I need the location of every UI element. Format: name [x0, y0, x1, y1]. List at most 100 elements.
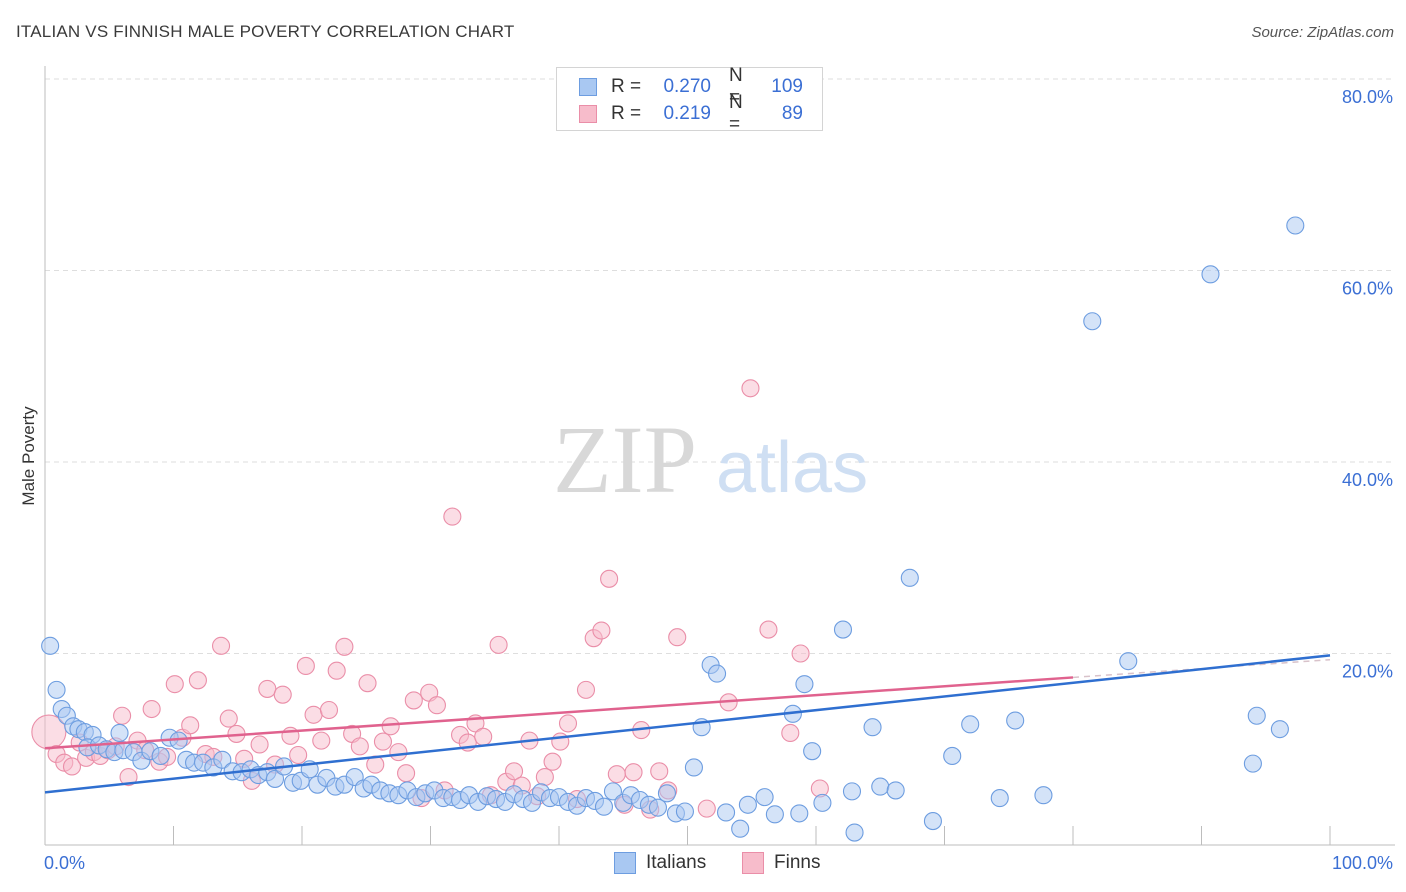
italians-points	[41, 216, 1305, 842]
italians-point	[842, 782, 862, 801]
italians-r-value: 0.270	[663, 76, 711, 97]
italians-point	[657, 784, 676, 803]
finns-point	[219, 709, 238, 728]
italians-point	[900, 568, 919, 587]
italians-point	[603, 782, 623, 801]
finns-point	[741, 379, 760, 398]
italians-point	[755, 788, 774, 807]
italians-n-value: 109	[771, 76, 803, 97]
bottom-legend-finns: Finns	[742, 852, 820, 874]
finns-point	[592, 621, 611, 640]
finns-point	[289, 745, 308, 765]
finns-point	[558, 714, 578, 733]
finns-point	[373, 732, 393, 751]
trend-lines	[44, 654, 1331, 794]
italians-point	[943, 746, 962, 766]
italians-point	[648, 798, 667, 817]
finns-point	[350, 737, 369, 756]
finns-point	[668, 628, 687, 647]
italians-point	[1243, 754, 1262, 773]
finns-point	[62, 757, 82, 776]
italians-point	[594, 797, 614, 816]
italians-point	[265, 769, 285, 788]
finns-point	[296, 656, 315, 675]
italians-point	[716, 803, 736, 822]
legend-row-finns: R = 0.219 N = 89	[579, 92, 803, 135]
finns-point	[327, 661, 346, 680]
finns-point	[335, 637, 354, 656]
finns-point	[258, 679, 277, 698]
x-tick-label: 100.0%	[1332, 853, 1393, 873]
italians-legend-label: Italians	[646, 852, 707, 873]
n-label: N =	[729, 92, 743, 135]
finns-point	[759, 620, 778, 639]
finns-point	[165, 675, 184, 694]
finns-point	[397, 764, 416, 783]
chart-title: ITALIAN VS FINNISH MALE POVERTY CORRELAT…	[16, 22, 515, 41]
finns-r-value: 0.219	[663, 103, 711, 124]
finns-trend-line	[44, 676, 1074, 750]
finns-point	[650, 762, 669, 781]
italians-point	[765, 805, 784, 824]
finns-point	[319, 700, 339, 720]
finns-point	[504, 762, 524, 781]
italians-point	[803, 742, 822, 761]
italians-point	[708, 664, 727, 683]
italians-point	[795, 675, 814, 694]
finns-point	[312, 731, 331, 750]
legend-row-italians: R = 0.270 N = 109	[579, 65, 803, 108]
finns-point	[489, 635, 508, 654]
finns-point	[576, 680, 596, 699]
finns-point	[404, 691, 423, 710]
italians-point	[731, 819, 750, 838]
y-tick-label: 80.0%	[1342, 87, 1393, 107]
italians-point	[961, 715, 980, 734]
italians-point	[684, 758, 703, 777]
axes	[44, 66, 1395, 846]
finns-point	[211, 636, 231, 655]
grid-lines	[45, 78, 1395, 654]
finns-point	[624, 763, 643, 782]
finns-point	[427, 696, 446, 715]
finns-point	[474, 727, 493, 746]
italians-point	[1270, 720, 1289, 739]
italians-point	[1201, 265, 1220, 284]
italians-point	[110, 723, 129, 743]
finns-point	[535, 767, 554, 787]
italians-point	[863, 718, 882, 737]
bottom-legend-italians: Italians	[614, 852, 706, 874]
finns-point	[304, 705, 323, 724]
x-tick-label: 0.0%	[44, 853, 85, 873]
finns-point	[697, 799, 716, 818]
finns-point	[119, 767, 138, 787]
italians-point	[1286, 216, 1305, 235]
finns-point	[381, 717, 400, 736]
italians-point	[813, 793, 832, 812]
correlation-legend: R = 0.270 N = 109 R = 0.219 N = 89	[556, 65, 823, 135]
finns-point	[250, 735, 269, 754]
finns-point	[389, 743, 408, 762]
italians-point	[1034, 786, 1053, 805]
finns-point	[600, 569, 619, 588]
italians-point	[886, 781, 905, 800]
y-tick-label: 40.0%	[1342, 470, 1393, 490]
italians-trend-line	[44, 654, 1331, 794]
finns-point	[543, 752, 562, 771]
italians-point	[790, 804, 809, 823]
italians-point	[41, 636, 60, 655]
tick-labels: 20.0% 40.0% 60.0% 80.0% 0.0% 100.0%	[44, 87, 1393, 873]
italians-point	[923, 812, 942, 831]
r-label: R =	[611, 103, 642, 124]
r-label: R =	[611, 76, 642, 97]
n-label: N =	[729, 65, 743, 108]
watermark: ZIP atlas	[553, 406, 868, 513]
finns-point	[188, 671, 207, 690]
italians-point	[675, 802, 694, 821]
finns-point	[181, 716, 200, 735]
y-tick-label: 60.0%	[1342, 279, 1393, 299]
finns-legend-swatch	[742, 852, 764, 874]
y-axis-label: Male Poverty	[19, 406, 38, 506]
finns-point	[443, 507, 462, 526]
source-label: Source: ZipAtlas.com	[1251, 24, 1394, 41]
italians-legend-swatch	[614, 852, 636, 874]
